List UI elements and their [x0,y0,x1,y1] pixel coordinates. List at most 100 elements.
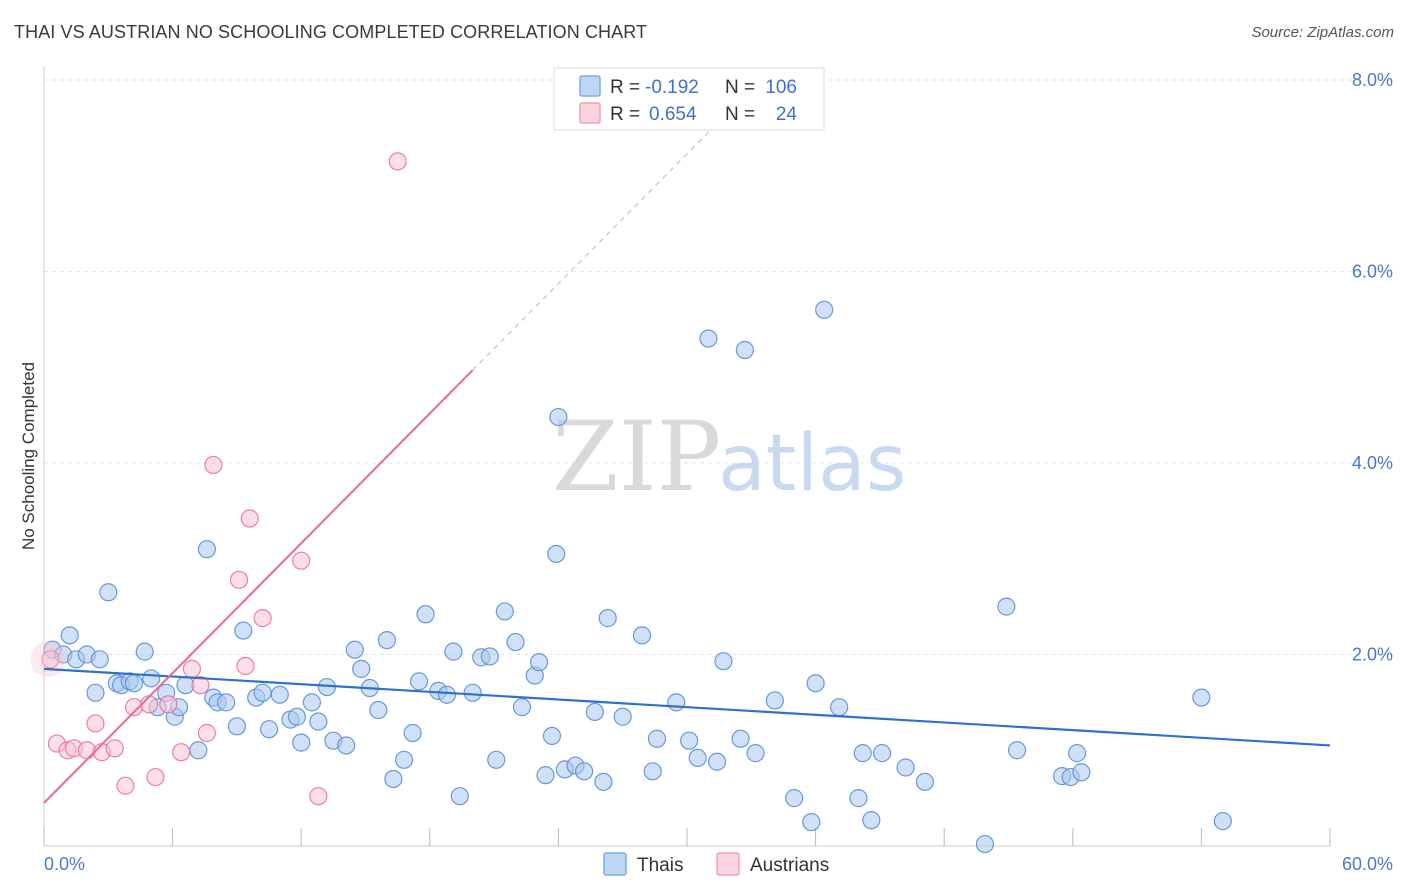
legend-n-value-thais: 106 [765,77,797,98]
x-tick-max: 60.0% [1342,854,1393,874]
thais-point-23 [217,693,236,712]
thais-point-89 [830,698,849,717]
legend-r-label-austrians: R = [610,104,640,125]
thais-point-69 [598,609,617,628]
thais-point-31 [287,707,307,726]
thais-point-58 [512,698,532,717]
austrians-point-0 [41,650,60,669]
watermark: ZIP atlas [552,401,907,513]
thais-point-80 [714,652,733,671]
thais-point-66 [549,407,568,427]
austrians-point-13 [172,743,191,762]
thais-points [43,300,1232,854]
thais-point-50 [444,642,463,661]
thais-point-98 [1007,741,1027,760]
thais-point-62 [542,726,562,745]
austrians-trend-line [43,369,474,804]
thais-point-11 [124,674,144,693]
bottom-legend-swatch-austrians [716,852,740,876]
thais-point-103 [1192,688,1211,707]
thais-point-91 [853,744,872,763]
thais-point-12 [135,642,154,661]
x-tick-min: 0.0% [44,854,85,874]
thais-point-19 [189,741,208,760]
thais-point-25 [234,621,253,640]
thais-point-60 [530,653,549,672]
austrians-point-15 [191,676,210,695]
austrians-point-18 [229,570,249,589]
legend-swatch-austrians [579,102,601,124]
thais-point-78 [699,329,718,348]
y-tick-label-0: 2.0% [1352,645,1393,665]
stats-legend: R = -0.192 N = 106 R = 0.654 N = 24 [553,67,825,131]
trend-lines [43,110,1331,804]
thais-point-92 [862,811,881,830]
austrians-point-24 [388,152,407,171]
y-tick-labels: 2.0% 4.0% 6.0% 8.0% [1352,70,1393,665]
thais-point-74 [647,729,667,748]
thais-point-38 [345,640,364,659]
thais-point-94 [896,758,915,777]
thais-point-85 [785,789,804,808]
series-legend: Thais Austrians [603,852,829,876]
thais-point-24 [227,717,246,736]
austrians-trend-extension [472,110,731,371]
thais-point-32 [292,733,311,752]
thais-point-86 [802,812,821,832]
thais-point-43 [384,769,403,789]
legend-n-value-austrians: 24 [776,104,798,125]
thais-point-83 [746,744,765,763]
thais-point-96 [975,834,995,854]
thais-point-41 [369,700,388,720]
thais-point-20 [197,540,216,559]
legend-r-value-thais: -0.192 [645,77,699,98]
austrians-point-16 [197,723,216,743]
austrians-points [30,152,407,806]
thais-point-76 [680,731,699,750]
y-tick-label-3: 8.0% [1352,70,1393,90]
thais-point-39 [352,659,371,678]
austrians-point-8 [116,776,135,795]
thais-point-104 [1213,812,1232,831]
thais-point-67 [547,544,566,564]
thais-point-102 [1072,763,1091,782]
bottom-legend-label-austrians: Austrians [750,855,829,876]
austrians-point-7 [105,739,124,758]
bottom-legend-swatch-thais [603,852,627,876]
thais-point-61 [536,766,555,785]
thais-point-13 [142,669,161,688]
thais-point-28 [259,720,279,739]
thais-point-82 [735,340,754,360]
austrians-point-22 [292,551,311,570]
austrians-point-19 [236,656,255,676]
austrians-point-17 [204,455,223,475]
austrians-point-4 [77,741,96,760]
watermark-zip: ZIP [552,401,721,513]
axes [43,66,1331,847]
thais-point-46 [409,672,429,691]
thais-point-77 [688,748,707,768]
grid-lines [44,79,1392,655]
austrians-cluster-marker [30,641,67,678]
thais-point-65 [575,762,594,781]
thais-point-27 [253,683,272,702]
thais-point-44 [394,750,414,769]
thais-point-72 [632,626,652,645]
thais-point-54 [480,647,499,666]
thais-point-47 [416,605,435,624]
austrians-point-5 [86,714,105,733]
legend-swatch-thais [579,75,601,97]
thais-point-5 [86,683,105,702]
thais-point-79 [707,752,727,771]
thais-point-29 [270,685,289,704]
y-tick-label-1: 4.0% [1352,453,1393,473]
thais-point-34 [309,712,328,731]
thais-point-57 [506,632,525,652]
chart-title: THAI VS AUSTRIAN NO SCHOOLING COMPLETED … [14,22,648,42]
thais-point-2 [60,626,79,645]
thais-point-90 [849,789,868,808]
austrians-point-14 [182,659,201,678]
thais-point-87 [806,674,825,693]
thais-point-33 [302,693,322,712]
